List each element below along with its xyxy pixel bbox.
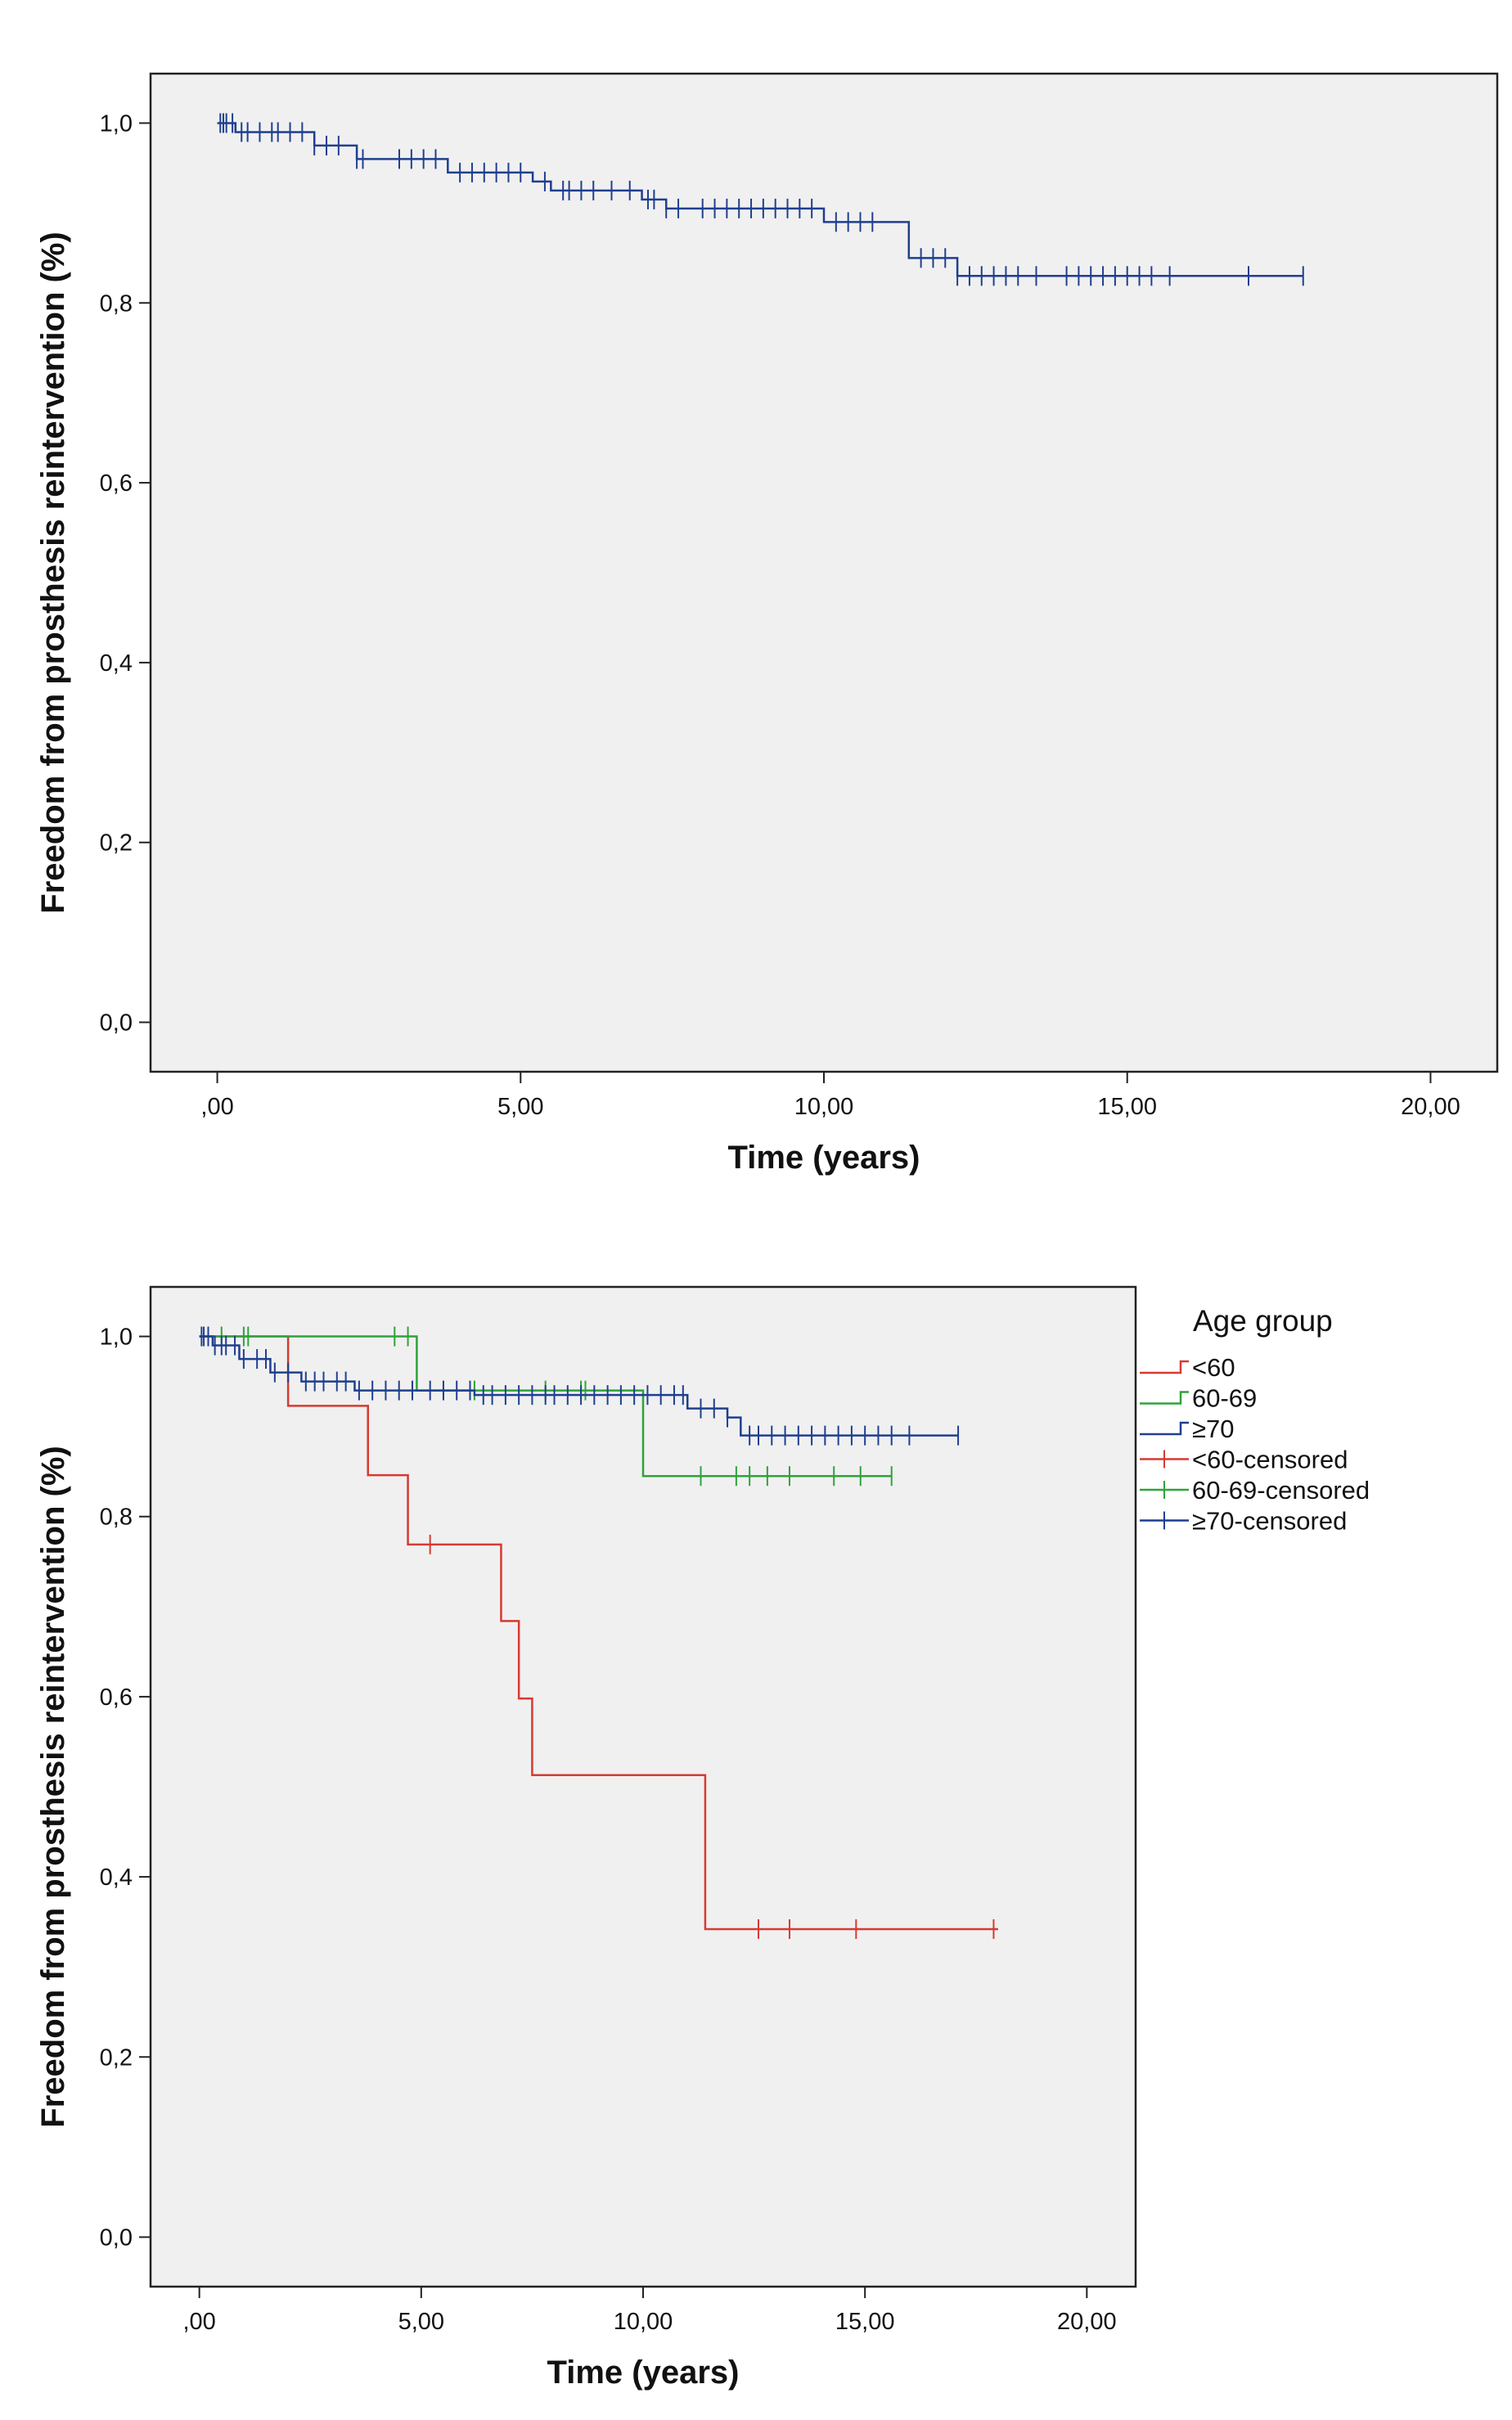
- x-tick-label: 10,00: [614, 2309, 673, 2335]
- x-tick-label: 15,00: [835, 2309, 895, 2335]
- legend-line-swatch: [1140, 1421, 1189, 1436]
- y-tick-label: 1,0: [100, 1325, 133, 1351]
- legend-line-swatch: [1140, 1360, 1189, 1374]
- x-axis-title: Time (years): [547, 2355, 740, 2391]
- y-tick-label: 0,8: [100, 1505, 133, 1531]
- x-tick-label: 15,00: [1097, 1094, 1157, 1120]
- plot-area: [149, 72, 1499, 1073]
- x-tick-label: ,00: [200, 1094, 233, 1120]
- legend-label: 60-69-censored: [1192, 1476, 1370, 1505]
- y-tick-label: 0,0: [100, 1010, 133, 1037]
- y-tick-label: 0,4: [100, 650, 133, 677]
- legend-label: <60-censored: [1192, 1446, 1348, 1474]
- y-axis-title: Freedom from prosthesis reintervention (…: [35, 1446, 71, 2127]
- km-curve-1: [199, 1335, 892, 1478]
- y-axis-title: Freedom from prosthesis reintervention (…: [35, 232, 71, 913]
- x-axis-title: Time (years): [728, 1140, 920, 1176]
- x-tick-label: 5,00: [398, 2309, 444, 2335]
- chart-bottom: 0,0 0,2 0,4 0,6 0,8 1,0 ,00 5,00 10,00 15,00 20,00…: [35, 1285, 1370, 2391]
- legend-label: <60: [1192, 1353, 1235, 1382]
- y-tick-label: 0,2: [100, 830, 133, 857]
- y-tick-label: 0,6: [100, 1685, 133, 1711]
- legend-label: ≥70: [1192, 1415, 1235, 1443]
- legend-line-swatch: [1140, 1391, 1189, 1405]
- y-tick-label: 0,6: [100, 470, 133, 497]
- x-tick-label: ,00: [182, 2309, 215, 2335]
- x-tick-label: 10,00: [794, 1094, 854, 1120]
- y-tick-label: 0,2: [100, 2044, 133, 2071]
- km-curve-0: [199, 1335, 998, 1931]
- chart-top: 0,0 0,2 0,4 0,6 0,8 1,0 ,00 5,00 10,00 15,00 20,00…: [35, 72, 1499, 1176]
- legend-label: 60-69: [1192, 1384, 1257, 1413]
- x-tick-label: 20,00: [1401, 1094, 1460, 1120]
- legend-label: ≥70-censored: [1192, 1507, 1347, 1536]
- y-tick-label: 0,4: [100, 1864, 133, 1891]
- y-tick-label: 0,8: [100, 290, 133, 317]
- y-tick-label: 0,0: [100, 2224, 133, 2251]
- x-tick-label: 5,00: [497, 1094, 543, 1120]
- y-tick-label: 1,0: [100, 110, 133, 137]
- x-tick-label: 20,00: [1057, 2309, 1117, 2335]
- legend-title: Age group: [1193, 1304, 1333, 1338]
